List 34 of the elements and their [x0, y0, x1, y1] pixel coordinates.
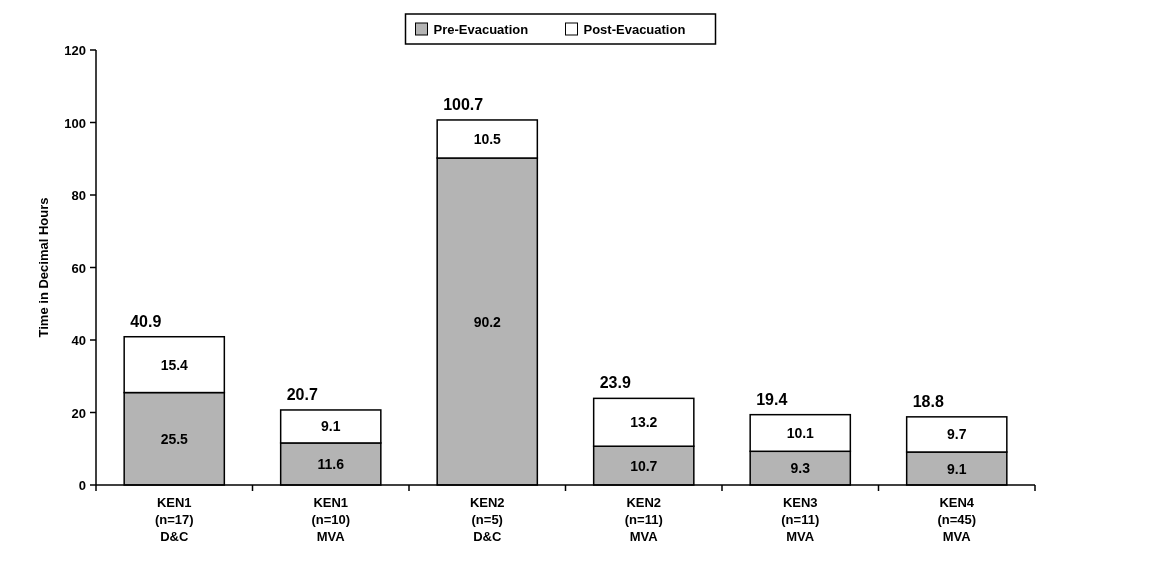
- data-label: 13.2: [630, 414, 658, 431]
- x-tick-label: KEN3 (n=11) MVA: [781, 495, 820, 544]
- legend-label: Post-Evacuation: [583, 22, 686, 37]
- y-tick-label: 60: [71, 260, 86, 276]
- data-label: 9.3: [790, 460, 811, 477]
- x-tick-label: KEN2 (n=11) MVA: [624, 495, 663, 544]
- data-label: 10.1: [786, 424, 815, 441]
- y-axis-title: Time in Decimal Hours: [36, 197, 51, 338]
- total-label: 23.9: [599, 374, 631, 392]
- total-label: 40.9: [130, 312, 162, 330]
- y-tick-label: 120: [64, 43, 86, 58]
- x-tick-label: KEN1 (n=17) D&C: [154, 495, 194, 544]
- y-tick-label: 80: [71, 188, 86, 203]
- total-label: 100.7: [443, 95, 484, 113]
- data-label: 90.2: [473, 313, 502, 330]
- y-tick-label: 20: [71, 405, 86, 421]
- data-label: 25.5: [160, 430, 189, 447]
- x-tick-label: KEN2 (n=5) D&C: [469, 495, 505, 544]
- data-label: 9.7: [947, 426, 967, 443]
- x-tick-label: KEN1 (n=10) MVA: [311, 495, 351, 544]
- total-label: 18.8: [912, 392, 944, 410]
- x-tick-label: KEN4 (n=45) MVA: [937, 495, 977, 544]
- y-tick-label: 0: [78, 478, 86, 493]
- data-label: 10.7: [630, 457, 658, 474]
- y-tick-label: 100: [64, 115, 86, 131]
- data-label: 15.4: [160, 356, 189, 373]
- data-label: 9.1: [321, 418, 341, 435]
- data-label: 9.1: [947, 460, 967, 477]
- data-label: 10.5: [473, 130, 502, 147]
- legend-label: Pre-Evacuation: [433, 22, 529, 37]
- total-label: 20.7: [286, 385, 318, 403]
- data-label: 11.6: [317, 455, 345, 472]
- total-label: 19.4: [756, 390, 788, 408]
- y-tick-label: 40: [71, 333, 86, 348]
